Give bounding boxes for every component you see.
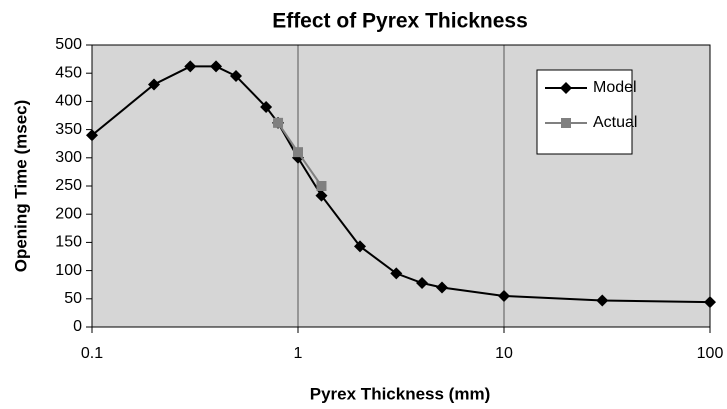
x-tick-label: 1 <box>294 345 303 362</box>
plot-border <box>91 44 711 328</box>
data-point <box>229 70 242 83</box>
data-point <box>704 296 716 309</box>
legend-marker <box>560 82 572 94</box>
data-point <box>315 189 328 202</box>
legend-label: Model <box>593 79 637 96</box>
chart-title: Effect of Pyrex Thickness <box>272 10 528 33</box>
x-tick-label: 100 <box>697 345 724 362</box>
y-tick-label: 150 <box>55 234 82 251</box>
series-line <box>91 65 711 304</box>
y-tick-label: 450 <box>55 64 82 81</box>
y-tick-label: 350 <box>55 121 82 138</box>
y-tick-label: 0 <box>73 318 82 335</box>
data-point <box>596 294 609 307</box>
y-tick-label: 500 <box>55 36 82 53</box>
y-tick-label: 100 <box>55 262 82 279</box>
data-point <box>273 117 284 128</box>
y-tick-label: 50 <box>64 290 82 307</box>
data-point <box>86 129 98 142</box>
data-point <box>184 60 197 73</box>
data-point <box>354 240 367 253</box>
y-tick-label: 300 <box>55 149 82 166</box>
x-axis-label: Pyrex Thickness (mm) <box>310 384 490 403</box>
data-point <box>210 60 223 73</box>
y-tick-label: 400 <box>55 93 82 110</box>
data-point <box>293 147 303 158</box>
y-tick-label: 250 <box>55 177 82 194</box>
data-point <box>148 78 161 91</box>
legend-label: Actual <box>593 114 637 131</box>
x-tick-label: 0.1 <box>81 345 103 362</box>
x-tick-label: 10 <box>495 345 513 362</box>
data-point <box>316 181 327 191</box>
data-point <box>435 281 448 294</box>
legend-marker <box>561 118 571 128</box>
data-point <box>260 101 273 114</box>
legend-box <box>536 69 633 155</box>
y-axis-label: Opening Time (msec) <box>11 100 30 273</box>
data-point <box>390 267 403 280</box>
y-tick-label: 200 <box>55 205 82 222</box>
data-point <box>416 277 429 290</box>
data-point <box>498 289 510 302</box>
